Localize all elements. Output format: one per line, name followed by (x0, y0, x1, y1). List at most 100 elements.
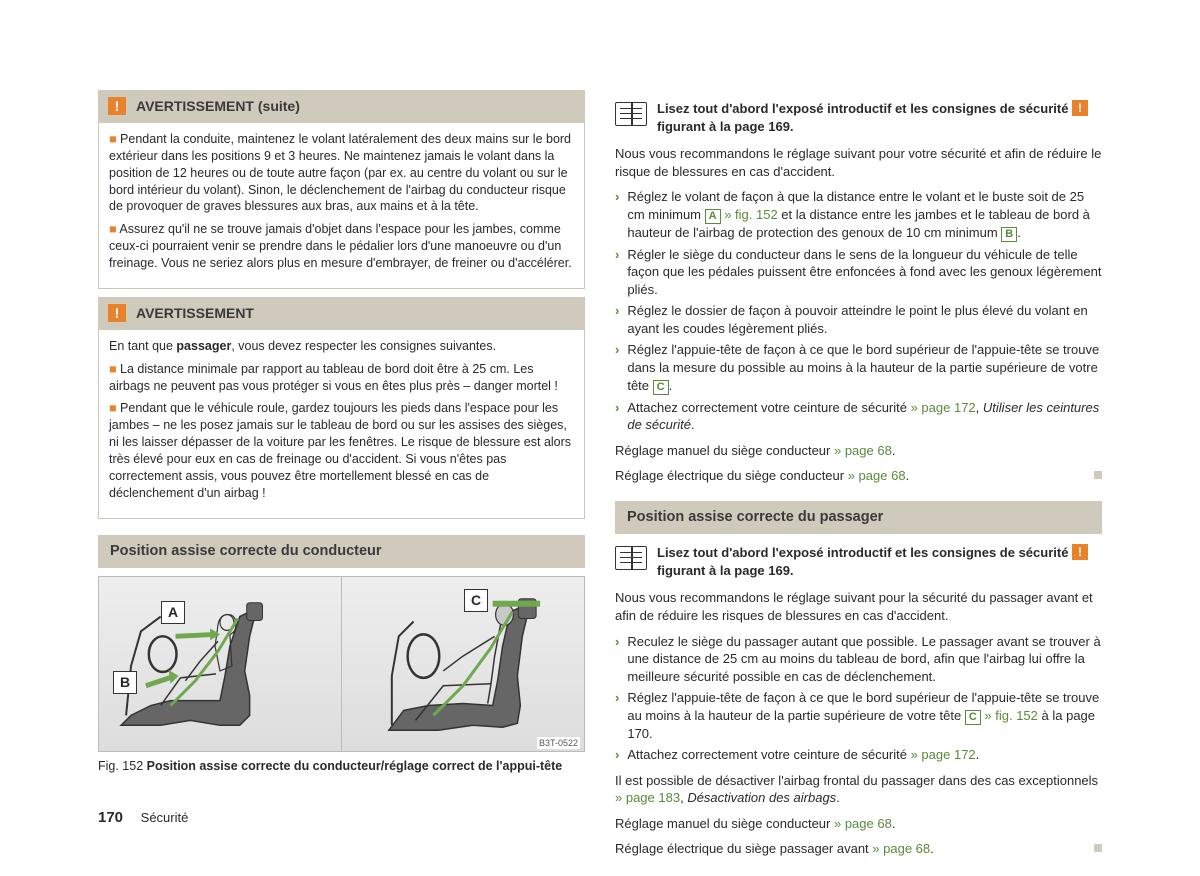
line2: Réglage électrique du siège conducteur »… (615, 467, 1102, 485)
end-mark-icon (1094, 844, 1102, 852)
b5-post: , (976, 400, 983, 415)
bullet-1: › Réglez le volant de façon à que la dis… (615, 188, 1102, 242)
c3-ref: » page 172 (911, 747, 976, 762)
line1-end: . (892, 443, 896, 458)
warn1-text1: Pendant la conduite, maintenez le volant… (109, 132, 571, 214)
line3-ref: » page 68 (834, 816, 892, 831)
figure-caption: Fig. 152 Position assise correcte du con… (98, 758, 585, 775)
b2-text: Régler le siège du conducteur dans le se… (627, 246, 1102, 299)
chevron-icon: › (615, 246, 619, 299)
chevron-icon: › (615, 188, 619, 242)
seat-driver-svg (99, 577, 341, 751)
para-intro-1: Nous vous recommandons le réglage suivan… (615, 145, 1102, 180)
readfirst-1: Lisez tout d'abord l'exposé introductif … (615, 100, 1102, 135)
warning-icon: ! (1072, 100, 1088, 116)
warning1-body: ■ Pendant la conduite, maintenez le vola… (98, 123, 585, 289)
readfirst-2: Lisez tout d'abord l'exposé introductif … (615, 544, 1102, 579)
readfirst1-post: figurant à la page 169. (657, 119, 794, 134)
seat-headrest-svg (342, 577, 584, 751)
chevron-icon: › (615, 341, 619, 394)
bullet-3: › Réglez le dossier de façon à pouvoir a… (615, 302, 1102, 337)
c2-mid: » fig. 152 (981, 708, 1038, 723)
line2-ref: » page 68 (848, 468, 906, 483)
fig-caption-pre: Fig. 152 (98, 759, 147, 773)
line4-end: . (930, 841, 934, 856)
para-intro-2: Nous vous recommandons le réglage suivan… (615, 589, 1102, 624)
chevron-icon: › (615, 399, 619, 434)
line3: Réglage manuel du siège conducteur » pag… (615, 815, 1102, 833)
line2-end: . (906, 468, 910, 483)
figure-label-b: B (113, 671, 137, 694)
figure-panel-left: A B (99, 577, 342, 751)
figure-code: B3T-0522 (537, 737, 580, 749)
line1-ref: » page 68 (834, 443, 892, 458)
book-icon (615, 546, 647, 570)
chevron-icon: › (615, 633, 619, 686)
b5-end: . (691, 417, 695, 432)
bullet-c2: › Réglez l'appuie-tête de façon à ce que… (615, 689, 1102, 742)
left-column: ! AVERTISSEMENT (suite) ■ Pendant la con… (98, 90, 585, 876)
b3-text: Réglez le dossier de façon à pouvoir att… (627, 302, 1102, 337)
right-column: Lisez tout d'abord l'exposé introductif … (615, 90, 1102, 876)
bullet-icon: ■ (109, 222, 117, 236)
para3: Il est possible de désactiver l'airbag f… (615, 772, 1102, 807)
figure-label-c: C (464, 589, 488, 612)
warn2-intro-post: , vous devez respecter les consignes sui… (231, 339, 496, 353)
end-mark-icon (1094, 471, 1102, 479)
line2-pre: Réglage électrique du siège conducteur (615, 468, 848, 483)
b4-pre: Réglez l'appuie-tête de façon à ce que l… (627, 342, 1099, 392)
warn2-intro-bold: passager (176, 339, 231, 353)
warning-icon: ! (108, 304, 126, 322)
letter-c: C (653, 380, 669, 395)
figure-152: A B C B3T-0522 (98, 576, 585, 752)
b5-pre: Attachez correctement votre ceinture de … (627, 400, 910, 415)
warn2-text1: La distance minimale par rapport au tabl… (109, 362, 558, 393)
c3-end: . (976, 747, 980, 762)
bullet-5: › Attachez correctement votre ceinture d… (615, 399, 1102, 434)
page-number: 170 (98, 809, 123, 826)
c1-text: Reculez le siège du passager autant que … (627, 633, 1102, 686)
warning-icon: ! (108, 97, 126, 115)
page-footer: 170 Sécurité (98, 808, 188, 828)
para3-ref: » page 183 (615, 790, 680, 805)
chevron-icon: › (615, 689, 619, 742)
para3-end: . (836, 790, 840, 805)
chevron-icon: › (615, 746, 619, 764)
warning1-title: AVERTISSEMENT (suite) (136, 97, 300, 116)
fig-caption-bold: Position assise correcte du conducteur/r… (147, 759, 563, 773)
line3-pre: Réglage manuel du siège conducteur (615, 816, 834, 831)
b5-ref: » page 172 (911, 400, 976, 415)
warn2-intro-pre: En tant que (109, 339, 176, 353)
warning-icon: ! (1072, 544, 1088, 560)
warn2-text2: Pendant que le véhicule roule, gardez to… (109, 401, 571, 499)
book-icon (615, 102, 647, 126)
c3-pre: Attachez correctement votre ceinture de … (627, 747, 910, 762)
line4-pre: Réglage électrique du siège passager ava… (615, 841, 872, 856)
bullet-4: › Réglez l'appuie-tête de façon à ce que… (615, 341, 1102, 394)
line1-pre: Réglage manuel du siège conducteur (615, 443, 834, 458)
letter-c: C (965, 710, 981, 725)
bullet-2: › Régler le siège du conducteur dans le … (615, 246, 1102, 299)
para3-pre: Il est possible de désactiver l'airbag f… (615, 773, 1098, 788)
section2-header: Position assise correcte du passager (615, 501, 1102, 535)
letter-b: B (1001, 227, 1017, 242)
chevron-icon: › (615, 302, 619, 337)
warning2-title: AVERTISSEMENT (136, 304, 254, 323)
warning1-header: ! AVERTISSEMENT (suite) (98, 90, 585, 123)
warn1-text2: Assurez qu'il ne se trouve jamais d'obje… (109, 222, 572, 270)
chapter-name: Sécurité (141, 810, 189, 825)
readfirst2-post: figurant à la page 169. (657, 563, 794, 578)
bullet-icon: ■ (109, 362, 117, 376)
line1: Réglage manuel du siège conducteur » pag… (615, 442, 1102, 460)
warning2-header: ! AVERTISSEMENT (98, 297, 585, 330)
line4: Réglage électrique du siège passager ava… (615, 840, 1102, 858)
b1-end: . (1017, 225, 1021, 240)
section1-header: Position assise correcte du conducteur (98, 535, 585, 569)
figure-label-a: A (161, 601, 185, 624)
line4-ref: » page 68 (872, 841, 930, 856)
bullet-icon: ■ (109, 401, 117, 415)
line3-end: . (892, 816, 896, 831)
warning2-body: En tant que passager, vous devez respect… (98, 330, 585, 519)
bullet-icon: ■ (109, 132, 117, 146)
letter-a: A (705, 209, 721, 224)
